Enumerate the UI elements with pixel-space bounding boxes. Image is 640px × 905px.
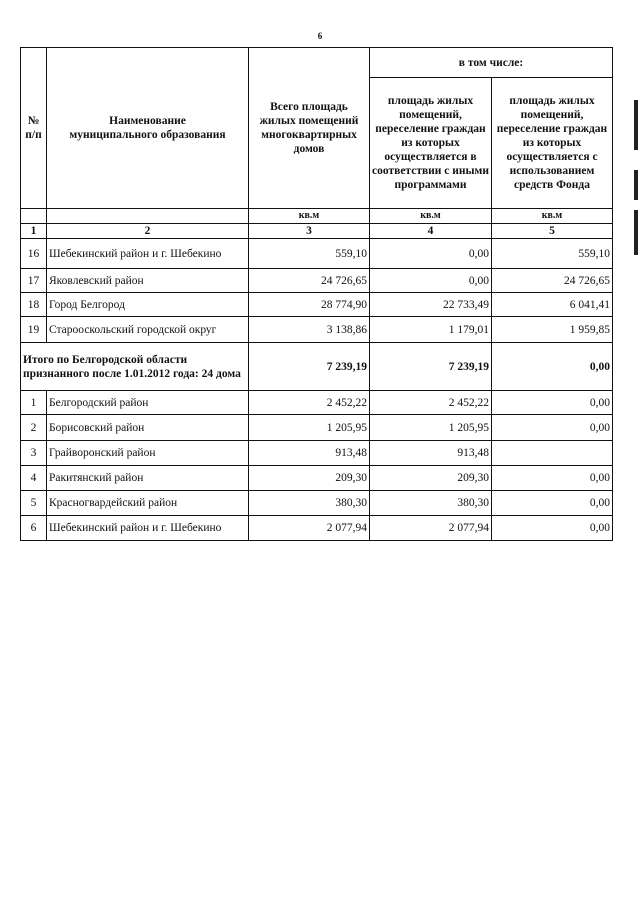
header-fund: площадь жилых помещений, переселение гра…: [491, 77, 613, 209]
row-other: 1 205,95: [369, 414, 492, 441]
row-fund: 0,00: [491, 465, 613, 491]
row-fund: [491, 440, 613, 466]
scan-edge-mark: [634, 100, 638, 150]
header-name: Наименование муниципального образования: [46, 47, 249, 209]
table-row: 19 Старооскольский городской округ 3 138…: [20, 316, 613, 343]
unit-fund: кв.м: [491, 208, 613, 224]
subtotal-other: 7 239,19: [369, 342, 492, 391]
table-row: 5 Красногвардейский район 380,30 380,30 …: [20, 490, 613, 516]
row-no: 5: [20, 490, 47, 516]
subtotal-row: Итого по Белгородской области признанног…: [20, 342, 613, 391]
row-no: 3: [20, 440, 47, 466]
row-total: 28 774,90: [248, 292, 370, 317]
row-fund: 0,00: [491, 414, 613, 441]
row-other: 2 452,22: [369, 390, 492, 415]
row-total: 913,48: [248, 440, 370, 466]
row-fund: 0,00: [491, 490, 613, 516]
row-no: 6: [20, 515, 47, 541]
row-name: Борисовский район: [46, 414, 249, 441]
row-total: 559,10: [248, 238, 370, 269]
row-other: 380,30: [369, 490, 492, 516]
row-other: 1 179,01: [369, 316, 492, 343]
header-total: Всего площадь жилых помещений многокварт…: [248, 47, 370, 209]
row-total: 1 205,95: [248, 414, 370, 441]
row-no: 16: [20, 238, 47, 269]
table-row: 3 Грайворонский район 913,48 913,48: [20, 440, 613, 466]
row-name: Ракитянский район: [46, 465, 249, 491]
row-no: 2: [20, 414, 47, 441]
row-total: 2 077,94: [248, 515, 370, 541]
subtotal-label: Итого по Белгородской области признанног…: [20, 342, 249, 391]
row-other: 209,30: [369, 465, 492, 491]
subtotal-fund: 0,00: [491, 342, 613, 391]
table-row: 1 Белгородский район 2 452,22 2 452,22 0…: [20, 390, 613, 415]
row-fund: 559,10: [491, 238, 613, 269]
unit-other: кв.м: [369, 208, 492, 224]
row-other: 913,48: [369, 440, 492, 466]
row-other: 22 733,49: [369, 292, 492, 317]
row-total: 380,30: [248, 490, 370, 516]
row-total: 2 452,22: [248, 390, 370, 415]
row-name: Старооскольский городской округ: [46, 316, 249, 343]
page-number: 6: [317, 31, 323, 41]
header-group: в том числе:: [369, 47, 613, 78]
row-name: Шебекинский район и г. Шебекино: [46, 238, 249, 269]
table-row: 6 Шебекинский район и г. Шебекино 2 077,…: [20, 515, 613, 541]
scan-edge-mark: [634, 170, 638, 200]
row-total: 3 138,86: [248, 316, 370, 343]
row-total: 24 726,65: [248, 268, 370, 293]
row-other: 2 077,94: [369, 515, 492, 541]
unit-total: кв.м: [248, 208, 370, 224]
row-total: 209,30: [248, 465, 370, 491]
row-fund: 0,00: [491, 390, 613, 415]
row-no: 19: [20, 316, 47, 343]
table-row: 16 Шебекинский район и г. Шебекино 559,1…: [20, 238, 613, 269]
scan-edge-mark: [634, 210, 638, 255]
row-fund: 24 726,65: [491, 268, 613, 293]
row-other: 0,00: [369, 238, 492, 269]
row-fund: 0,00: [491, 515, 613, 541]
row-fund: 6 041,41: [491, 292, 613, 317]
table-row: 18 Город Белгород 28 774,90 22 733,49 6 …: [20, 292, 613, 317]
col-number-5: 5: [491, 223, 613, 239]
col-number-4: 4: [369, 223, 492, 239]
row-name: Город Белгород: [46, 292, 249, 317]
subtotal-total: 7 239,19: [248, 342, 370, 391]
housing-area-table: № п/п Наименование муниципального образо…: [20, 47, 613, 541]
row-name: Белгородский район: [46, 390, 249, 415]
table-row: 2 Борисовский район 1 205,95 1 205,95 0,…: [20, 414, 613, 441]
row-name: Грайворонский район: [46, 440, 249, 466]
row-no: 1: [20, 390, 47, 415]
col-number-1: 1: [20, 223, 47, 239]
col-number-2: 2: [46, 223, 249, 239]
row-name: Шебекинский район и г. Шебекино: [46, 515, 249, 541]
row-no: 17: [20, 268, 47, 293]
row-no: 4: [20, 465, 47, 491]
row-fund: 1 959,85: [491, 316, 613, 343]
table-row: 17 Яковлевский район 24 726,65 0,00 24 7…: [20, 268, 613, 293]
row-name: Яковлевский район: [46, 268, 249, 293]
header-other-programs: площадь жилых помещений, переселение гра…: [369, 77, 492, 209]
row-name: Красногвардейский район: [46, 490, 249, 516]
row-other: 0,00: [369, 268, 492, 293]
row-no: 18: [20, 292, 47, 317]
col-number-3: 3: [248, 223, 370, 239]
header-number: № п/п: [20, 47, 47, 209]
table-row: 4 Ракитянский район 209,30 209,30 0,00: [20, 465, 613, 491]
